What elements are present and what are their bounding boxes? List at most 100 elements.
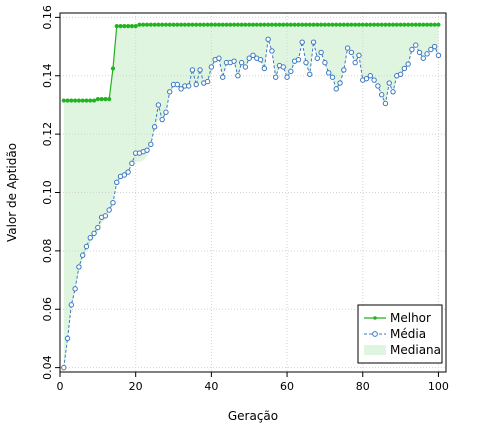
media-point [91, 230, 97, 237]
melhor-point [110, 66, 116, 71]
media-point [148, 141, 154, 148]
melhor-point [428, 22, 433, 27]
melhor-point [266, 22, 271, 27]
media-point [382, 100, 389, 107]
melhor-point [129, 24, 135, 29]
media-point [87, 235, 93, 241]
melhor-point [114, 24, 119, 29]
media-point [405, 61, 411, 67]
melhor-point [288, 22, 293, 27]
melhor-point [224, 22, 229, 27]
melhor-point [99, 97, 104, 102]
melhor-point [209, 22, 214, 27]
melhor-point [186, 22, 191, 27]
media-point [106, 207, 112, 213]
media-point [64, 335, 71, 342]
media-point [246, 55, 252, 61]
melhor-point [330, 22, 335, 27]
media-point [238, 59, 245, 66]
media-point [216, 55, 222, 61]
melhor-point [262, 22, 267, 27]
legend-melhor-marker [373, 316, 377, 320]
melhor-point [368, 22, 373, 27]
y-tick-label: 0.14 [41, 64, 54, 89]
media-point [310, 39, 317, 45]
melhor-point [144, 22, 150, 27]
melhor-point [163, 22, 169, 27]
media-point [68, 302, 75, 308]
media-point [80, 252, 86, 258]
melhor-point [300, 22, 305, 27]
media-point [424, 51, 430, 57]
media-point [250, 52, 256, 59]
melhor-point [190, 22, 195, 27]
x-axis: 0 20 40 60 80 100 [57, 372, 449, 393]
media-point [144, 147, 150, 153]
melhor-point [356, 22, 362, 27]
melhor-point [141, 22, 146, 27]
series-points [61, 22, 442, 371]
legend-media-marker [372, 331, 378, 337]
y-tick-label: 0.12 [41, 122, 54, 147]
x-axis-title: Geração [228, 409, 278, 423]
media-point [129, 160, 135, 167]
media-point [193, 81, 199, 88]
media-point [333, 86, 339, 92]
media-point [314, 55, 321, 61]
media-point [76, 264, 82, 270]
media-point [397, 71, 404, 77]
melhor-point [292, 22, 297, 27]
media-point [163, 109, 169, 115]
melhor-point [239, 22, 244, 27]
media-point [204, 78, 211, 85]
melhor-point [417, 22, 422, 27]
media-point [220, 74, 226, 80]
media-point [185, 83, 192, 89]
x-tick-label: 0 [57, 380, 64, 393]
melhor-point [281, 22, 286, 27]
melhor-point [315, 22, 320, 27]
y-tick-label: 0.16 [41, 5, 54, 30]
media-point [121, 172, 128, 178]
melhor-point [65, 98, 70, 103]
media-point [151, 124, 158, 130]
melhor-point [148, 22, 153, 27]
melhor-point [216, 22, 222, 27]
media-point [102, 213, 109, 219]
melhor-point [383, 22, 388, 27]
melhor-point [360, 22, 365, 27]
media-point [344, 45, 351, 51]
melhor-point [88, 98, 93, 103]
media-point [125, 169, 131, 175]
media-point [61, 364, 67, 371]
melhor-point [409, 22, 415, 27]
media-point [295, 56, 302, 63]
media-point [325, 70, 332, 76]
media-point [363, 75, 370, 82]
melhor-point [76, 98, 82, 103]
media-point [375, 83, 381, 89]
media-point [159, 116, 165, 123]
x-tick-label: 40 [204, 380, 218, 393]
media-point [242, 64, 249, 70]
media-point [284, 74, 290, 80]
media-point [356, 52, 362, 59]
legend: Melhor Média Mediana [357, 304, 443, 364]
media-point [155, 102, 162, 108]
grid [59, 13, 446, 372]
melhor-point [61, 98, 66, 103]
y-tick-label: 0.08 [41, 239, 54, 263]
melhor-point [122, 24, 127, 29]
melhor-point [364, 22, 369, 27]
melhor-point [73, 98, 78, 103]
melhor-point [160, 22, 165, 27]
melhor-point [345, 22, 350, 27]
media-point [371, 77, 377, 83]
melhor-point [175, 22, 180, 27]
melhor-point [269, 22, 275, 27]
media-point [265, 36, 271, 42]
y-tick-label: 0.10 [41, 180, 54, 205]
melhor-point [197, 22, 203, 27]
media-point [280, 64, 286, 70]
